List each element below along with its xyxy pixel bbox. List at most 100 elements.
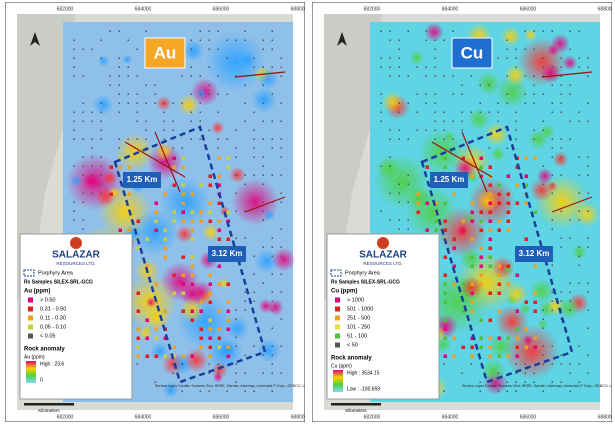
sample-point: [136, 309, 140, 313]
sample-point: [569, 282, 571, 284]
sample-point: [235, 318, 237, 320]
porphyry-area: [113, 125, 267, 384]
sample-point: [569, 300, 571, 302]
sample-point: [398, 183, 400, 185]
sample-point: [398, 39, 400, 41]
sample-point: [452, 192, 456, 196]
sample-point: [470, 237, 474, 241]
sample-point: [208, 363, 210, 365]
sample-point: [226, 318, 230, 322]
sample-point: [479, 345, 483, 349]
sample-point: [271, 138, 273, 140]
sample-point: [262, 246, 264, 248]
sample-point: [569, 363, 571, 365]
sample-point: [253, 174, 255, 176]
heat-spot: [522, 334, 534, 346]
sample-point: [542, 318, 544, 320]
sample-point: [560, 138, 562, 140]
sample-point: [488, 246, 492, 250]
sample-point: [569, 291, 571, 293]
sample-point: [181, 219, 185, 223]
coord-top: 686000: [520, 6, 537, 12]
class-label: 251 - 500: [347, 315, 370, 321]
sample-point: [118, 147, 120, 149]
sample-point: [253, 138, 255, 140]
scale-bar: [24, 403, 74, 406]
class-swatch: [28, 306, 33, 312]
sample-point: [190, 264, 194, 268]
sample-point: [506, 93, 508, 95]
sample-point: [235, 381, 237, 383]
sample-point: [136, 138, 138, 140]
sample-point: [434, 75, 436, 77]
sample-point: [479, 246, 483, 250]
sample-point: [488, 255, 492, 259]
sample-point: [515, 111, 517, 113]
sample-point: [443, 39, 445, 41]
sample-point: [461, 345, 465, 349]
sample-point: [398, 75, 400, 77]
sample-point: [208, 327, 212, 331]
sample-point: [578, 255, 580, 257]
sample-point: [434, 228, 438, 232]
sample-point: [569, 309, 571, 311]
distance-box: [430, 172, 468, 188]
class-label: 0.31 - 0.50: [40, 306, 66, 312]
sample-point: [560, 75, 562, 77]
logo-icon: [377, 237, 389, 249]
heat-spot: [263, 209, 276, 222]
map-panel: Cu 1.25 Km 3.12 Km 682000 682000 684000 684000…: [312, 2, 612, 422]
sample-point: [280, 246, 282, 248]
anomaly-high: High : 3534.15: [347, 370, 380, 376]
sample-point: [208, 336, 212, 340]
sample-point: [199, 75, 201, 77]
sample-point: [506, 381, 508, 383]
sample-point: [587, 237, 589, 239]
distance-label: 1.25 Km: [434, 175, 465, 184]
heat-spot: [406, 185, 432, 211]
anomaly-low: 0: [40, 377, 43, 383]
sample-point: [190, 111, 192, 113]
sample-point: [497, 282, 501, 286]
sample-point: [154, 219, 158, 223]
sample-point: [109, 75, 111, 77]
sample-point: [416, 192, 420, 196]
sample-point: [208, 174, 212, 178]
sample-point: [271, 300, 273, 302]
class-swatch: [335, 324, 340, 330]
heat-spot: [484, 122, 509, 147]
sample-point: [578, 156, 580, 158]
sample-point: [389, 57, 391, 59]
sample-point: [389, 129, 391, 131]
anomaly-unit: Au (ppm): [24, 354, 45, 360]
scale-label: Kilometers: [345, 408, 367, 413]
sample-point: [136, 327, 140, 331]
sample-point: [533, 309, 537, 313]
sample-point: [542, 363, 544, 365]
sample-point: [434, 39, 436, 41]
sample-point: [569, 237, 571, 239]
sample-point: [515, 327, 519, 331]
sample-point: [280, 228, 282, 230]
sample-point: [217, 201, 221, 205]
heat-spot: [154, 142, 174, 161]
sample-point: [154, 228, 158, 232]
sample-point: [199, 336, 203, 340]
sample-point: [280, 120, 282, 122]
company-name: SALAZAR: [359, 250, 408, 261]
sample-point: [515, 345, 519, 349]
sample-point: [82, 111, 84, 113]
sample-point: [226, 39, 228, 41]
sample-point: [515, 66, 517, 68]
sample-point: [434, 120, 436, 122]
sample-point: [443, 120, 445, 122]
sample-point: [82, 165, 84, 167]
sample-point: [515, 336, 519, 340]
sample-point: [91, 156, 93, 158]
sample-point: [280, 138, 282, 140]
sample-point: [407, 138, 409, 140]
sample-point: [163, 255, 167, 259]
sample-point: [190, 39, 192, 41]
sample-point: [181, 354, 185, 358]
sample-point: [181, 201, 185, 205]
